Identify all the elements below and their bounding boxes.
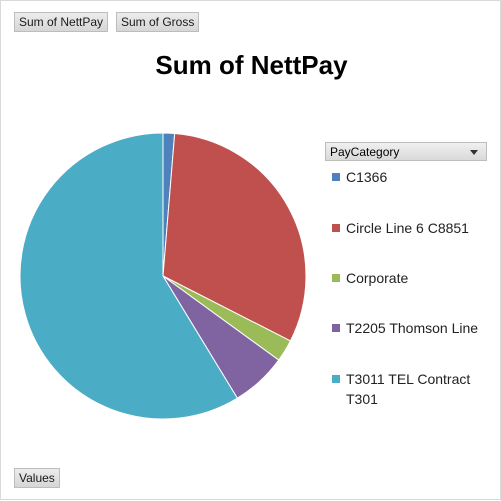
legend-label: Circle Line 6 C8851 xyxy=(346,220,469,236)
chart-title[interactable]: Sum of NettPay xyxy=(155,50,348,80)
legend-label: T2205 Thomson Line xyxy=(346,320,479,336)
legend-label: Corporate xyxy=(346,270,409,286)
legend-swatch xyxy=(332,375,340,383)
pie-slice-t3011-tel-contract-t301[interactable] xyxy=(19,132,239,420)
legend-swatch xyxy=(332,173,340,181)
sum-of-gross-field-button[interactable]: Sum of Gross xyxy=(116,12,200,32)
legend-swatch xyxy=(332,274,340,282)
legend-label: C1366 xyxy=(346,169,388,185)
legend-swatch xyxy=(332,324,340,332)
dropdown-arrow-icon[interactable] xyxy=(470,150,478,155)
legend-label: T3011 TEL Contract T301 xyxy=(346,371,471,407)
legend-swatch xyxy=(332,224,340,232)
paycategory-filter-label: PayCategory xyxy=(330,145,400,159)
sum-of-nettpay-field-button[interactable]: Sum of NettPay xyxy=(14,12,109,32)
paycategory-filter-button[interactable]: PayCategory xyxy=(325,142,487,161)
values-field-button[interactable]: Values xyxy=(14,468,60,488)
pie-slice-circle-line-6-c8851[interactable] xyxy=(162,132,307,342)
